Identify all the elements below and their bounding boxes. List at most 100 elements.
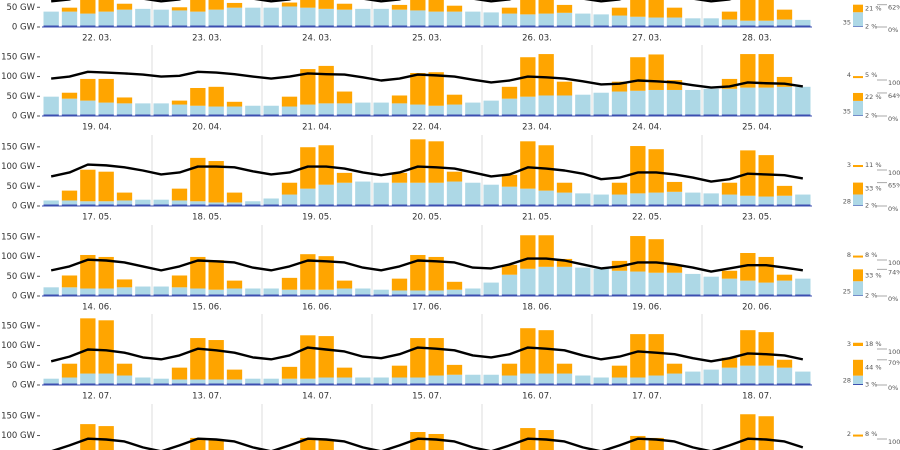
bar-segment <box>501 204 518 206</box>
y-tick-label: 100 GW <box>1 341 36 351</box>
bar-segment <box>80 294 96 296</box>
bar-segment <box>391 95 408 104</box>
bar-segment <box>190 201 206 205</box>
bar-segment <box>795 19 811 26</box>
bar-segment <box>721 78 738 89</box>
bar-segment <box>171 7 188 11</box>
bar-segment <box>116 25 133 27</box>
bar-segment <box>281 378 298 384</box>
bar-segment <box>391 172 408 183</box>
bar-segment <box>501 13 518 26</box>
y-tick-label: 50 GW <box>6 92 35 102</box>
bar-segment <box>190 114 206 116</box>
share-tick-label: 74% <box>888 268 900 276</box>
bar-segment <box>666 25 683 27</box>
bar-segment <box>98 373 114 384</box>
bar-segment <box>318 204 334 206</box>
x-tick-label: 24. 03. <box>302 34 332 44</box>
x-tick-label: 22. 04. <box>412 123 442 133</box>
bar-segment <box>281 114 298 116</box>
bar-segment <box>648 54 664 90</box>
bar-segment <box>721 114 738 116</box>
y-tick-label: 50 GW <box>6 3 35 13</box>
bar-segment <box>43 383 59 385</box>
bar-segment <box>80 424 96 450</box>
bar-segment <box>336 25 353 27</box>
share-side-label: 4 <box>847 71 851 79</box>
bar-segment <box>391 294 408 296</box>
bar-segment <box>208 439 224 450</box>
bar-segment <box>776 204 793 206</box>
bar-segment <box>501 174 518 187</box>
bar-segment <box>758 365 774 384</box>
bar-segment <box>446 94 463 105</box>
bar-segment <box>795 194 811 205</box>
bar-segment <box>446 383 463 385</box>
bar-segment <box>666 373 683 384</box>
bar-segment <box>263 7 279 26</box>
bar-segment <box>758 204 774 206</box>
share-segment <box>853 359 863 376</box>
share-label: 33 % <box>865 271 882 279</box>
bar-segment <box>336 114 353 116</box>
bar-segment <box>281 6 298 26</box>
bar-segment <box>171 104 188 115</box>
bar-segment <box>135 204 151 206</box>
bar-segment <box>630 114 646 116</box>
bar-segment <box>410 114 426 116</box>
bar-segment <box>556 12 573 26</box>
bar-segment <box>391 365 408 378</box>
bar-segment <box>318 65 334 104</box>
bar-segment <box>208 25 224 27</box>
bar-segment <box>281 294 298 296</box>
bar-segment <box>61 363 78 378</box>
bar-segment <box>630 16 646 26</box>
bar-segment <box>281 204 298 206</box>
bar-segment <box>226 114 243 116</box>
share-rest <box>853 165 863 168</box>
bar-segment <box>318 0 334 9</box>
bar-segment <box>355 8 371 26</box>
bar-segment <box>428 105 444 115</box>
bar-segment <box>355 288 371 295</box>
bar-segment <box>318 184 334 205</box>
bar-segment <box>281 96 298 107</box>
bar-segment <box>483 184 499 205</box>
bar-segment <box>776 19 793 26</box>
share-segment <box>853 182 863 195</box>
bar-segment <box>318 289 334 295</box>
bar-segment <box>391 4 408 10</box>
bar-segment <box>61 92 78 99</box>
bar-segment <box>80 201 96 205</box>
bar-segment <box>336 383 353 385</box>
bar-segment <box>446 11 463 26</box>
x-tick-label: 20. 04. <box>192 123 222 133</box>
bar-segment <box>501 363 518 376</box>
bar-segment <box>795 204 811 206</box>
bar-segment <box>190 157 206 202</box>
y-tick-label: 150 GW <box>1 321 36 331</box>
bar-segment <box>483 204 499 206</box>
bar-segment <box>226 294 243 296</box>
y-tick-label: 0 GW <box>12 202 36 212</box>
bar-segment <box>208 114 224 116</box>
bar-segment <box>666 272 683 295</box>
share-segment <box>853 375 863 384</box>
bar-segment <box>593 14 609 26</box>
bar-segment <box>98 288 114 295</box>
bar-segment <box>483 282 499 295</box>
bar-segment <box>43 200 59 205</box>
bar-segment <box>758 25 774 27</box>
bar-segment <box>208 86 224 107</box>
bar-segment <box>61 200 78 205</box>
bar-segment <box>648 272 664 295</box>
bar-segment <box>611 114 628 116</box>
bar-segment <box>116 383 133 385</box>
bar-segment <box>721 204 738 206</box>
bar-segment <box>410 10 426 26</box>
bar-segment <box>116 375 133 384</box>
bar-segment <box>300 69 316 105</box>
bar-segment <box>520 268 536 295</box>
x-tick-label: 22. 03. <box>82 34 112 44</box>
bar-segment <box>575 267 591 295</box>
